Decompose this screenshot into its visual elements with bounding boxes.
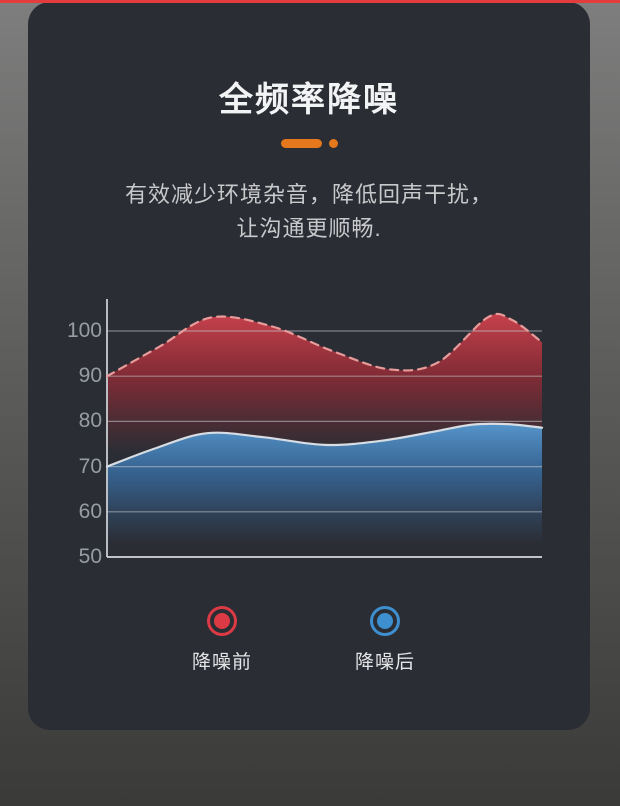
section-subtitle: 有效减少环境杂音，降低回声干扰， 让沟通更顺畅. — [28, 178, 590, 246]
legend-item-before: 降噪前 — [172, 606, 272, 674]
y-axis-tick-label: 90 — [78, 364, 102, 387]
legend-red-dot-icon — [214, 613, 230, 629]
noise-chart: 100 90 80 70 60 50 — [60, 292, 560, 582]
title-underline — [28, 139, 590, 148]
y-axis-tick-label: 50 — [78, 545, 102, 568]
curve-降噪前 — [105, 312, 544, 378]
y-axis-tick-label: 100 — [66, 319, 102, 342]
legend-label-after: 降噪后 — [354, 652, 415, 673]
legend-blue-dot-icon — [377, 613, 393, 629]
legend-item-after: 降噪后 — [335, 606, 435, 674]
section-title: 全频率降噪 — [219, 81, 399, 119]
legend-blue-circle-icon — [370, 606, 400, 636]
y-axis-tick-label: 70 — [78, 455, 102, 478]
area-降噪后 — [107, 423, 542, 557]
top-accent-line — [0, 0, 620, 3]
legend-label-before: 降噪前 — [191, 652, 252, 673]
chart-legend: 降噪前 降噪后 — [28, 604, 590, 694]
legend-red-circle-icon — [207, 606, 237, 636]
chart-canvas — [105, 299, 544, 558]
title-underline-dot — [328, 139, 338, 148]
y-axis-tick-label: 60 — [78, 500, 102, 523]
curve-降噪后 — [105, 422, 544, 468]
subtitle-line-2: 让沟通更顺畅. — [236, 216, 382, 241]
y-axis-tick-label: 80 — [78, 409, 102, 432]
subtitle-line-1: 有效减少环境杂音，降低回声干扰， — [124, 182, 493, 207]
title-underline-bar — [280, 139, 322, 148]
noise-reduction-card: 全频率降噪 有效减少环境杂音，降低回声干扰， 让沟通更顺畅. 100 90 80 70… — [28, 2, 590, 730]
